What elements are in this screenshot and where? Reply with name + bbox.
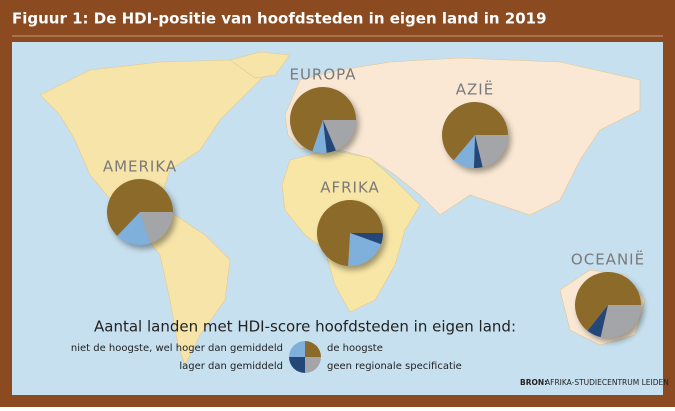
region-label: OCEANIË	[571, 250, 645, 269]
pie-slice	[442, 102, 509, 161]
source-prefix: BRON:	[520, 378, 547, 387]
pie-slice	[348, 233, 382, 267]
pie	[575, 272, 642, 338]
pie	[317, 200, 383, 267]
pie-slice	[140, 212, 173, 244]
pie-slice	[312, 120, 327, 154]
pie-slice	[587, 305, 608, 338]
legend-label: de hoogste	[327, 343, 383, 354]
legend-label: geen regionale specificatie	[327, 361, 462, 372]
pie-slice	[600, 305, 642, 338]
pie-slice	[117, 212, 151, 246]
legend-label: lager dan gemiddeld	[179, 361, 283, 372]
legend-title: Aantal landen met HDI-score hoofdsteden …	[94, 318, 516, 336]
pie-slice	[323, 120, 356, 151]
legend-swatch	[305, 341, 321, 357]
source-text: AFRIKA-STUDIECENTRUM LEIDEN	[545, 378, 669, 387]
region-label: EUROPA	[289, 66, 356, 84]
pie-slice	[107, 179, 173, 236]
legend-swatch	[305, 357, 321, 373]
legend-swatch	[289, 357, 305, 373]
pie-slice	[473, 135, 483, 168]
pie-slice	[317, 200, 383, 266]
region-label: AZIË	[456, 80, 494, 99]
pie	[107, 179, 173, 246]
pie-slice	[475, 135, 508, 168]
pie	[442, 102, 509, 168]
pie-slice	[350, 233, 383, 245]
pie-slice	[289, 87, 356, 152]
pie-slice	[453, 135, 475, 168]
pie-slice	[575, 272, 641, 331]
region-label: AMERIKA	[103, 158, 177, 176]
title: Figuur 1: De HDI-positie van hoofdsteden…	[12, 10, 547, 28]
legend-swatch	[289, 341, 305, 357]
pie	[289, 87, 356, 154]
legend-label: niet de hoogste, wel hoger dan gemiddeld	[71, 343, 283, 354]
region-label: AFRIKA	[320, 179, 380, 197]
pie-slice	[323, 120, 336, 153]
greenland	[229, 51, 291, 79]
